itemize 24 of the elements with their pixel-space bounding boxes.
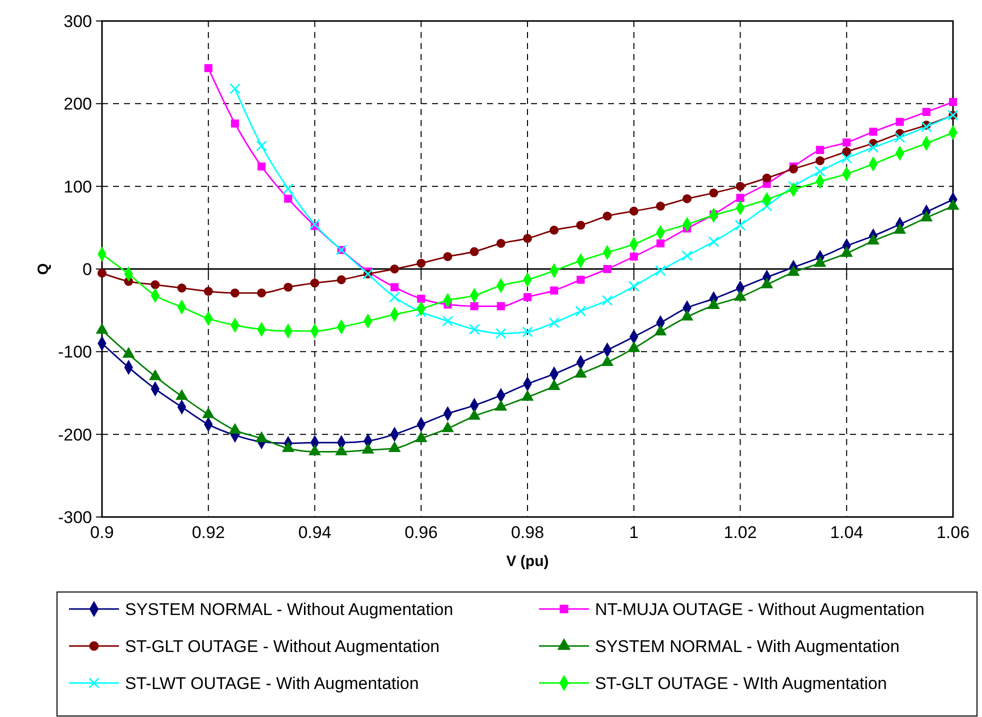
x-tick-label: 0.94: [298, 523, 332, 542]
y-tick-label: 200: [64, 94, 92, 114]
x-tick-label: 1.04: [830, 523, 864, 542]
x-tick-label: 0.92: [192, 523, 225, 542]
x-tick-label: 0.98: [510, 523, 544, 542]
x-axis-title: V (pu): [506, 553, 549, 570]
legend-label: ST-GLT OUTAGE - WIth Augmentation: [595, 674, 887, 693]
y-tick-label: -200: [58, 425, 92, 444]
y-axis-title: Q: [35, 262, 52, 275]
legend-label: NT-MUJA OUTAGE - Without Augmentation: [595, 600, 924, 619]
x-tick-label: 1.02: [724, 523, 757, 542]
legend-label: ST-LWT OUTAGE - With Augmentation: [125, 674, 419, 693]
legend-label: SYSTEM NORMAL - With Augmentation: [595, 636, 900, 656]
y-tick-label: 100: [64, 177, 92, 196]
y-tick-label: 0: [82, 260, 92, 279]
y-tick-label: 300: [64, 12, 92, 31]
x-tick-label: 1.06: [936, 523, 970, 542]
x-tick-label: 0.96: [404, 523, 438, 542]
x-tick-label: 0.9: [90, 523, 114, 542]
y-tick-label: -100: [58, 342, 92, 362]
legend-label: ST-GLT OUTAGE - Without Augmentation: [125, 636, 440, 656]
x-tick-label: 1: [629, 523, 639, 542]
legend-label: SYSTEM NORMAL - Without Augmentation: [125, 600, 454, 619]
y-tick-label: -300: [58, 508, 92, 527]
